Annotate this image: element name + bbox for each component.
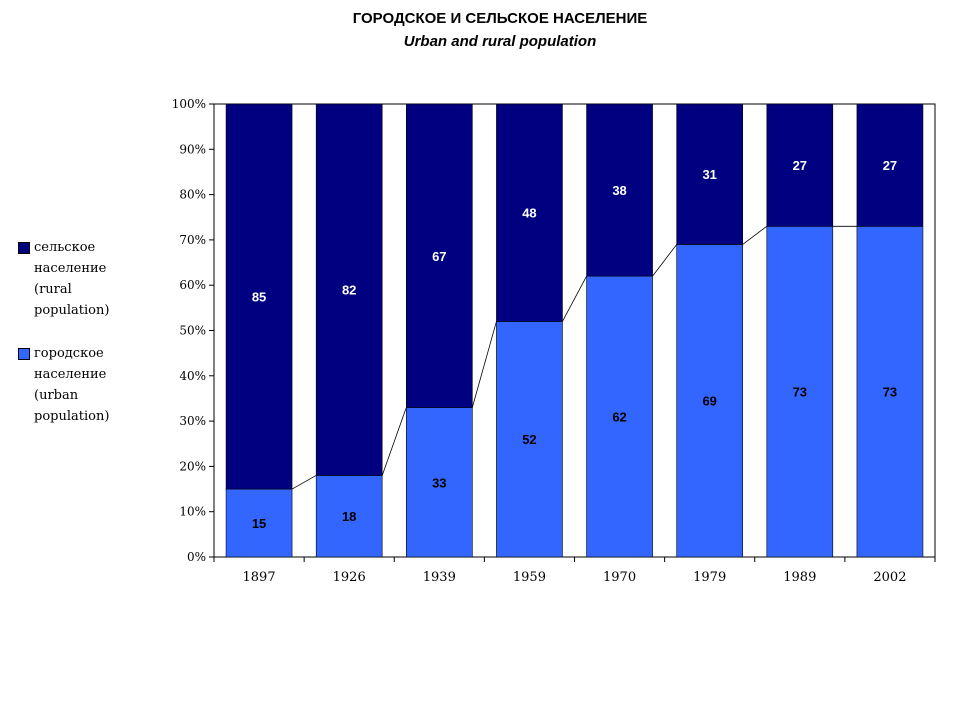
data-label-urban: 52 (522, 432, 536, 447)
data-label-urban: 18 (342, 509, 356, 524)
bar-urban (856, 226, 924, 558)
data-label-urban: 73 (793, 385, 807, 400)
bar-rural (406, 103, 473, 408)
data-label-urban: 15 (252, 516, 266, 531)
x-tick-label: 2002 (873, 570, 906, 585)
bar-rural (676, 103, 743, 245)
data-label-urban: 33 (432, 475, 446, 490)
series-line (381, 407, 407, 476)
data-label-rural: 82 (342, 283, 356, 298)
bar-urban (315, 475, 383, 558)
y-tick-label: 10% (179, 505, 206, 519)
bar-urban (676, 244, 743, 558)
bar-urban (406, 407, 473, 558)
y-tick-label: 80% (179, 188, 206, 202)
series-line (562, 275, 587, 322)
y-tick-label: 30% (179, 414, 206, 428)
data-label-rural: 38 (612, 183, 626, 198)
data-label-urban: 69 (702, 394, 716, 409)
x-tick-label: 1970 (603, 570, 636, 585)
chart-title: ГОРОДСКОЕ И СЕЛЬСКОЕ НАСЕЛЕНИЕ (352, 10, 648, 27)
data-label-urban: 73 (883, 385, 897, 400)
series-line (471, 321, 497, 408)
bar-rural (856, 103, 924, 227)
bar-urban (766, 226, 834, 558)
series-line (742, 225, 768, 245)
x-tick-label: 1939 (423, 570, 456, 585)
bar-rural (766, 103, 834, 227)
bar-urban (586, 275, 653, 558)
y-tick-label: 60% (179, 278, 206, 292)
y-tick-label: 20% (179, 459, 206, 473)
legend-label-urban: городское население (urban population) (34, 346, 110, 424)
bar-rural (586, 103, 653, 277)
bar-rural (225, 103, 293, 490)
legend-label-rural: сельское население (rural population) (34, 240, 110, 318)
data-label-rural: 27 (883, 158, 897, 173)
x-tick-label: 1959 (513, 570, 546, 585)
legend-swatch-urban (18, 348, 30, 360)
x-tick-label: 1979 (693, 570, 726, 585)
bar-rural (496, 103, 563, 322)
y-tick-label: 0% (187, 550, 206, 564)
data-label-rural: 85 (252, 290, 266, 305)
data-label-urban: 62 (612, 410, 626, 425)
y-tick-label: 90% (179, 142, 206, 156)
x-tick-label: 1989 (783, 570, 816, 585)
x-tick-label: 1897 (243, 570, 276, 585)
data-label-rural: 67 (432, 249, 446, 264)
y-tick-label: 50% (179, 324, 206, 338)
y-tick-label: 40% (179, 369, 206, 383)
data-label-rural: 27 (793, 158, 807, 173)
data-label-rural: 48 (522, 206, 536, 221)
y-tick-label: 100% (172, 97, 206, 111)
bar-urban (225, 488, 293, 558)
y-tick-label: 70% (179, 233, 206, 247)
chart-subtitle: Urban and rural population (403, 33, 597, 50)
bar-urban (496, 321, 563, 558)
legend-swatch-rural (18, 242, 30, 254)
series-line (652, 244, 678, 277)
data-label-rural: 31 (702, 167, 716, 182)
bar-rural (315, 103, 383, 476)
x-tick-label: 1926 (333, 570, 366, 585)
series-line (291, 475, 317, 490)
